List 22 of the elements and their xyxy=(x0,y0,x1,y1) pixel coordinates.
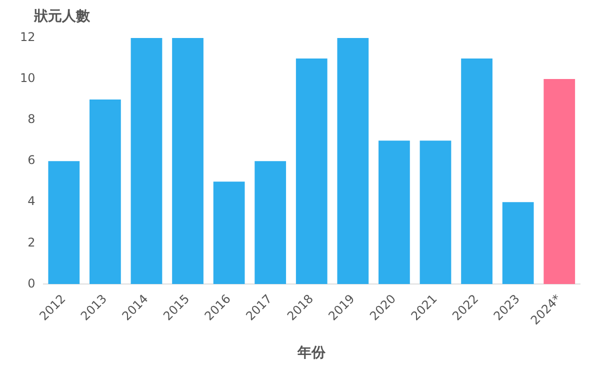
y-tick-label: 10 xyxy=(20,71,36,86)
y-tick-label: 0 xyxy=(28,276,36,290)
x-axis-title: 年份 xyxy=(296,345,327,362)
y-tick-label: 6 xyxy=(28,153,36,168)
bar xyxy=(90,100,121,284)
bar xyxy=(172,38,204,284)
bar xyxy=(502,202,534,284)
y-tick-label: 2 xyxy=(28,235,36,250)
y-tick-label: 12 xyxy=(20,30,36,44)
y-tick-label: 4 xyxy=(28,194,36,208)
y-axis-title: 狀元人數 xyxy=(33,8,91,25)
y-tick-label: 8 xyxy=(28,112,36,126)
bar xyxy=(130,38,162,284)
bar xyxy=(254,161,286,284)
bar xyxy=(48,161,80,284)
bar xyxy=(378,140,410,284)
bar xyxy=(461,58,492,284)
bar xyxy=(420,140,452,284)
bar xyxy=(296,58,328,284)
bar xyxy=(213,182,245,284)
bar xyxy=(544,79,576,284)
bar xyxy=(337,38,369,284)
